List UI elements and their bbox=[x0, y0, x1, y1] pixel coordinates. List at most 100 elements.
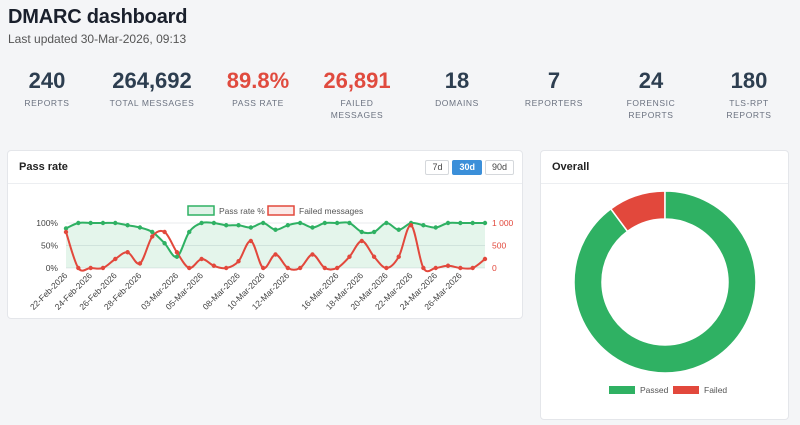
pass-rate-point[interactable] bbox=[162, 241, 167, 246]
pass-rate-point[interactable] bbox=[297, 220, 303, 226]
pass-rate-point[interactable] bbox=[224, 223, 229, 228]
failed-messages-point[interactable] bbox=[322, 265, 327, 271]
pass-rate-point[interactable] bbox=[359, 229, 364, 235]
failed-messages-point[interactable] bbox=[150, 234, 155, 239]
y-right-tick-label: 0 bbox=[492, 263, 497, 273]
pass-rate-point[interactable] bbox=[396, 227, 401, 232]
failed-messages-point[interactable] bbox=[371, 254, 377, 259]
failed-messages-point[interactable] bbox=[470, 265, 475, 271]
range-30d-button[interactable]: 30d bbox=[452, 160, 482, 175]
failed-messages-point[interactable] bbox=[125, 250, 130, 255]
pass-rate-card-title: Pass rate bbox=[19, 161, 68, 173]
failed-messages-point[interactable] bbox=[347, 254, 352, 259]
pass-rate-point[interactable] bbox=[421, 223, 426, 228]
pass-rate-point[interactable] bbox=[113, 220, 118, 226]
pass-rate-point[interactable] bbox=[100, 220, 106, 226]
failed-messages-point[interactable] bbox=[248, 238, 254, 244]
failed-messages-point[interactable] bbox=[421, 265, 426, 271]
failed-messages-point[interactable] bbox=[285, 265, 291, 271]
donut-legend-item[interactable]: Passed bbox=[609, 385, 669, 395]
pass-rate-point[interactable] bbox=[236, 223, 241, 228]
pass-rate-point[interactable] bbox=[63, 226, 69, 231]
failed-messages-point[interactable] bbox=[100, 265, 106, 271]
pass-rate-point[interactable] bbox=[211, 220, 217, 226]
passed-slice[interactable] bbox=[573, 190, 757, 374]
stat-label-line2: REPORTS bbox=[726, 110, 772, 120]
y-right-tick-label: 500 bbox=[492, 241, 506, 251]
failed-messages-point[interactable] bbox=[445, 263, 451, 268]
range-7d-button[interactable]: 7d bbox=[425, 160, 450, 175]
failed-messages-point[interactable] bbox=[211, 263, 217, 268]
pass-rate-point[interactable] bbox=[482, 220, 488, 226]
pass-rate-point[interactable] bbox=[260, 220, 266, 226]
pass-rate-point[interactable] bbox=[445, 220, 451, 226]
failed-messages-point[interactable] bbox=[162, 229, 167, 235]
stat-forensic: 24 FORENSIC REPORTS bbox=[603, 68, 699, 121]
failed-messages-point[interactable] bbox=[297, 265, 303, 271]
failed-messages-point[interactable] bbox=[384, 265, 389, 271]
pass-rate-point[interactable] bbox=[88, 220, 93, 226]
pass-rate-point[interactable] bbox=[174, 254, 180, 259]
legend-item[interactable]: Pass rate % bbox=[187, 205, 265, 216]
failed-messages-point[interactable] bbox=[236, 259, 241, 264]
pass-rate-point[interactable] bbox=[384, 220, 389, 226]
legend-label: Failed messages bbox=[299, 206, 363, 216]
failed-messages-point[interactable] bbox=[359, 238, 364, 244]
stat-reports: 240 REPORTS bbox=[0, 68, 95, 109]
pass-rate-point[interactable] bbox=[125, 223, 130, 228]
stat-label: PASS RATE bbox=[210, 97, 306, 109]
stat-label-line1: REPORTERS bbox=[524, 98, 584, 108]
pass-rate-point[interactable] bbox=[334, 220, 340, 226]
failed-messages-point[interactable] bbox=[113, 256, 118, 262]
pass-rate-point[interactable] bbox=[458, 220, 463, 226]
legend-label: Passed bbox=[640, 385, 669, 395]
stat-value: 89.8% bbox=[226, 68, 290, 93]
pass-rate-point[interactable] bbox=[322, 220, 327, 226]
failed-messages-point[interactable] bbox=[310, 252, 315, 257]
stat-label: REPORTERS bbox=[506, 97, 602, 109]
failed-messages-point[interactable] bbox=[63, 229, 69, 235]
legend-item[interactable]: Failed messages bbox=[267, 205, 363, 216]
stat-total-messages: 264,692 TOTAL MESSAGES bbox=[104, 68, 200, 109]
pass-rate-point[interactable] bbox=[310, 225, 315, 230]
stat-value: 180 bbox=[730, 68, 768, 93]
donut-legend-item[interactable]: Failed bbox=[673, 385, 727, 395]
stat-label-line1: TOTAL MESSAGES bbox=[109, 98, 195, 108]
stat-label: FAILED MESSAGES bbox=[309, 97, 405, 121]
failed-messages-point[interactable] bbox=[482, 256, 488, 262]
pass-rate-point[interactable] bbox=[248, 225, 254, 230]
legend-swatch bbox=[609, 386, 635, 394]
stats-row: 240 REPORTS 264,692 TOTAL MESSAGES 89.8% PASS… bbox=[0, 68, 800, 128]
failed-messages-point[interactable] bbox=[174, 250, 180, 255]
pass-rate-point[interactable] bbox=[371, 229, 377, 235]
pass-rate-point[interactable] bbox=[347, 220, 352, 226]
failed-messages-point[interactable] bbox=[260, 265, 266, 271]
failed-messages-point[interactable] bbox=[273, 252, 278, 257]
stat-value: 18 bbox=[444, 68, 470, 93]
range-90d-button[interactable]: 90d bbox=[484, 160, 514, 175]
pass-rate-point[interactable] bbox=[76, 220, 81, 226]
failed-messages-point[interactable] bbox=[199, 256, 204, 262]
pass-rate-point[interactable] bbox=[187, 229, 192, 235]
failed-messages-point[interactable] bbox=[334, 265, 340, 271]
pass-rate-point[interactable] bbox=[199, 220, 204, 226]
failed-messages-point[interactable] bbox=[137, 261, 143, 266]
failed-messages-point[interactable] bbox=[187, 265, 192, 271]
failed-messages-point[interactable] bbox=[76, 265, 81, 271]
pass-rate-point[interactable] bbox=[433, 225, 438, 230]
range-selector: 7d 30d 90d bbox=[422, 160, 514, 175]
pass-rate-point[interactable] bbox=[285, 223, 291, 228]
failed-messages-point[interactable] bbox=[396, 254, 401, 259]
failed-messages-point[interactable] bbox=[224, 265, 229, 271]
failed-messages-point[interactable] bbox=[88, 265, 93, 271]
pass-rate-point[interactable] bbox=[150, 229, 155, 235]
overall-donut-chart: Passed Failed bbox=[573, 190, 757, 395]
pass-rate-point[interactable] bbox=[470, 220, 475, 226]
failed-messages-point[interactable] bbox=[458, 265, 463, 271]
pass-rate-point[interactable] bbox=[273, 227, 278, 232]
failed-messages-point[interactable] bbox=[433, 265, 438, 271]
failed-messages-point[interactable] bbox=[408, 223, 414, 228]
pass-rate-point[interactable] bbox=[137, 225, 143, 230]
y-left-tick-label: 50% bbox=[41, 241, 58, 251]
stat-label-line1: TLS-RPT bbox=[729, 98, 769, 108]
